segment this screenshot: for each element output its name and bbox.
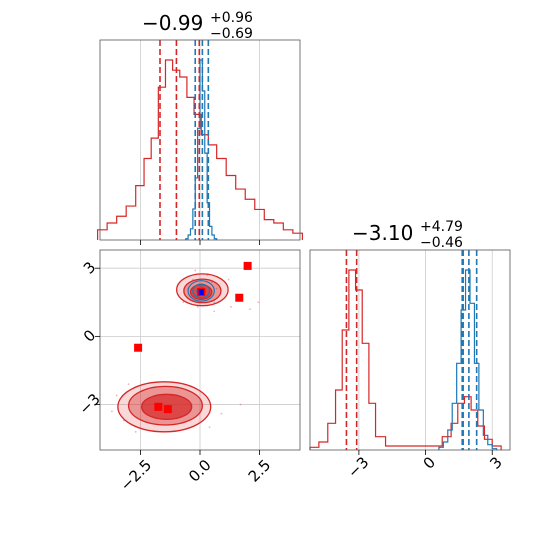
br-hist-series-1: [438, 269, 498, 450]
bl-scatter-a-10: [194, 269, 197, 272]
bl-scatter-a-6: [111, 410, 113, 413]
bl-marker-3: [154, 402, 163, 411]
br-hist-series-0: [309, 269, 502, 450]
bl-scatter-b-4: [215, 287, 218, 290]
bl-scatter-a-4: [257, 301, 260, 304]
bl-xtick-label-0: −2.5: [117, 456, 155, 494]
tl-hist-series-1: [185, 59, 218, 240]
top-left-title-main: −0.99: [142, 11, 203, 35]
bl-marker-2: [134, 343, 143, 352]
bottom-right-histograms: [309, 269, 502, 450]
bl-scatter-a-11: [227, 278, 230, 281]
bottom-left-markers: [134, 261, 252, 414]
bottom-left-contours: [117, 273, 229, 433]
bl-marker-4: [163, 405, 172, 414]
bl-scatter-a-7: [220, 412, 223, 415]
bottom-right-x-ticks: −3 0 3: [344, 450, 506, 482]
bl-scatter-b-7: [196, 305, 199, 308]
tl-hist-series-0: [97, 59, 303, 240]
bl-scatter-a-9: [134, 430, 137, 433]
bottom-right-quantile-lines: [345, 250, 478, 450]
bl-scatter-a-8: [239, 403, 242, 406]
bl-scatter-a-12: [127, 383, 130, 385]
top-left-title-sub: −0.69: [210, 26, 253, 42]
bottom-left-y-ticks: 30−3: [75, 258, 103, 418]
bl-ytick-label-2: −3: [75, 390, 103, 418]
bottom-right-frame: [309, 249, 511, 451]
bl-scatter-a-14: [249, 308, 251, 310]
top-left-panel: −0.99 +0.96 −0.69: [97, 10, 303, 245]
top-left-title: −0.99: [142, 11, 203, 35]
bottom-left-panel: −2.5 0.0 2.5 30−3: [75, 249, 301, 495]
bl-marker-1: [235, 293, 244, 302]
bl-contour-b-1: [192, 283, 211, 299]
top-left-quantile-lines: [159, 40, 210, 240]
br-xtick-label-2: 3: [486, 453, 505, 472]
bottom-left-grid: [100, 250, 300, 450]
bl-scatter-a-2: [213, 310, 216, 313]
bl-contour-b-0: [187, 280, 215, 302]
bl-scatter-a-5: [182, 301, 185, 304]
bottom-left-x-ticks: −2.5 0.0 2.5: [117, 450, 275, 495]
bl-xtick-label-1: 0.0: [185, 456, 215, 486]
br-xtick-label-1: 0: [420, 453, 439, 472]
top-left-title-sup: +0.96: [210, 10, 253, 26]
bottom-right-title: −3.10: [352, 221, 413, 245]
bottom-right-panel: −3.10 +4.79 −0.46 −3 0 3: [309, 219, 511, 482]
bl-scatter-a-13: [208, 426, 211, 429]
bl-center-marker: [198, 289, 204, 296]
bottom-right-title-sup: +4.79: [420, 219, 463, 235]
br-xtick-label-0: −3: [344, 453, 372, 481]
bl-scatter-a-0: [115, 394, 118, 397]
bl-scatter-a-3: [230, 305, 232, 308]
top-left-histograms: [97, 59, 303, 240]
bl-xtick-label-2: 2.5: [245, 456, 275, 486]
bottom-right-title-main: −3.10: [352, 221, 413, 245]
bottom-right-grid: [358, 250, 493, 450]
top-left-x-ticks: [140, 240, 260, 245]
bl-scatter-b-3: [213, 301, 216, 304]
bl-marker-0: [243, 261, 252, 270]
bottom-right-title-sub: −0.46: [420, 235, 463, 251]
